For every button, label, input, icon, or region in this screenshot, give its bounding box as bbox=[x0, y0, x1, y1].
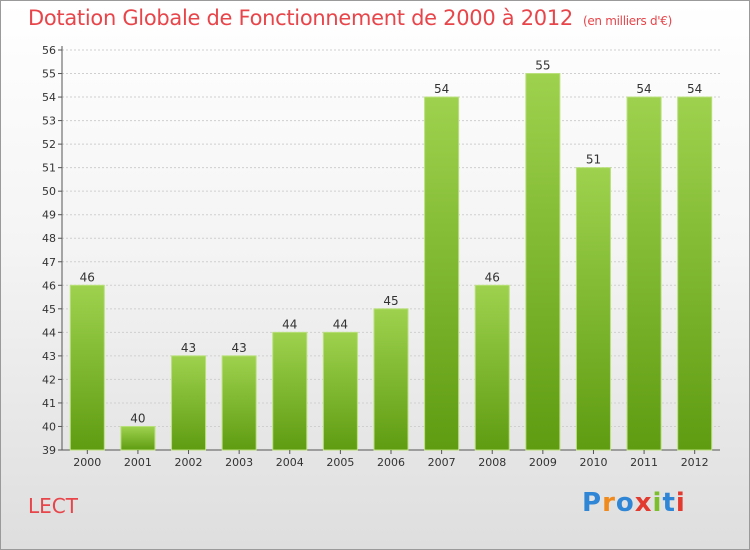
y-tick-label: 54 bbox=[42, 91, 56, 104]
bar-value-label: 44 bbox=[282, 317, 297, 331]
bar-value-label: 45 bbox=[383, 294, 398, 308]
proxiti-logo: Proxiti bbox=[582, 488, 686, 518]
bar bbox=[373, 308, 409, 451]
bar bbox=[69, 284, 105, 451]
logo-letter: x bbox=[634, 488, 653, 518]
y-tick-label: 49 bbox=[42, 209, 56, 222]
commune-name: LECT bbox=[28, 494, 78, 518]
bar bbox=[272, 331, 308, 451]
x-tick-label: 2003 bbox=[225, 456, 253, 469]
bar bbox=[424, 96, 460, 451]
bar-value-label: 54 bbox=[636, 82, 651, 96]
logo-letter: o bbox=[615, 488, 635, 518]
bar bbox=[677, 96, 713, 451]
bar bbox=[221, 355, 257, 451]
x-tick-label: 2001 bbox=[124, 456, 152, 469]
y-tick-label: 50 bbox=[42, 185, 56, 198]
y-tick-label: 40 bbox=[42, 420, 56, 433]
y-tick-label: 45 bbox=[42, 303, 56, 316]
y-tick-label: 52 bbox=[42, 138, 56, 151]
y-tick-label: 46 bbox=[42, 279, 56, 292]
y-tick-label: 48 bbox=[42, 232, 56, 245]
y-tick-label: 56 bbox=[42, 44, 56, 57]
logo-letter: r bbox=[602, 488, 616, 518]
bar bbox=[626, 96, 662, 451]
x-tick-label: 2000 bbox=[73, 456, 101, 469]
x-tick-label: 2010 bbox=[579, 456, 607, 469]
y-tick-label: 44 bbox=[42, 326, 56, 339]
bar-value-label: 40 bbox=[130, 411, 145, 425]
bar-value-label: 46 bbox=[80, 270, 95, 284]
y-tick-label: 41 bbox=[42, 397, 56, 410]
bar bbox=[322, 331, 358, 451]
logo-letter: P bbox=[582, 488, 603, 518]
bar-value-label: 54 bbox=[434, 82, 449, 96]
bar-value-label: 55 bbox=[535, 59, 550, 73]
x-tick-label: 2005 bbox=[326, 456, 354, 469]
x-tick-label: 2012 bbox=[681, 456, 709, 469]
y-tick-label: 39 bbox=[42, 444, 56, 457]
logo-letter: i bbox=[652, 488, 663, 518]
x-tick-label: 2002 bbox=[175, 456, 203, 469]
x-tick-label: 2007 bbox=[428, 456, 456, 469]
bar-value-label: 43 bbox=[232, 341, 247, 355]
bar bbox=[525, 73, 561, 451]
y-tick-label: 43 bbox=[42, 350, 56, 363]
y-tick-label: 42 bbox=[42, 373, 56, 386]
title-text: Dotation Globale de Fonctionnement de 20… bbox=[28, 6, 573, 30]
y-tick-label: 51 bbox=[42, 162, 56, 175]
bar-value-label: 54 bbox=[687, 82, 702, 96]
bar bbox=[171, 355, 207, 451]
unit-label: (en milliers d'€) bbox=[582, 14, 672, 28]
bar bbox=[474, 284, 510, 451]
bar-value-label: 43 bbox=[181, 341, 196, 355]
x-tick-label: 2009 bbox=[529, 456, 557, 469]
y-tick-label: 47 bbox=[42, 256, 56, 269]
y-tick-label: 55 bbox=[42, 68, 56, 81]
logo-letter: i bbox=[675, 488, 686, 518]
bar-value-label: 51 bbox=[586, 153, 601, 167]
x-tick-label: 2004 bbox=[276, 456, 304, 469]
chart-title: Dotation Globale de Fonctionnement de 20… bbox=[28, 6, 672, 30]
bar bbox=[120, 425, 156, 451]
x-tick-label: 2011 bbox=[630, 456, 658, 469]
x-tick-label: 2008 bbox=[478, 456, 506, 469]
bar bbox=[575, 167, 611, 451]
x-tick-label: 2006 bbox=[377, 456, 405, 469]
bar-value-label: 44 bbox=[333, 317, 348, 331]
logo-letter: t bbox=[662, 488, 676, 518]
bar-value-label: 46 bbox=[485, 270, 500, 284]
y-tick-label: 53 bbox=[42, 115, 56, 128]
